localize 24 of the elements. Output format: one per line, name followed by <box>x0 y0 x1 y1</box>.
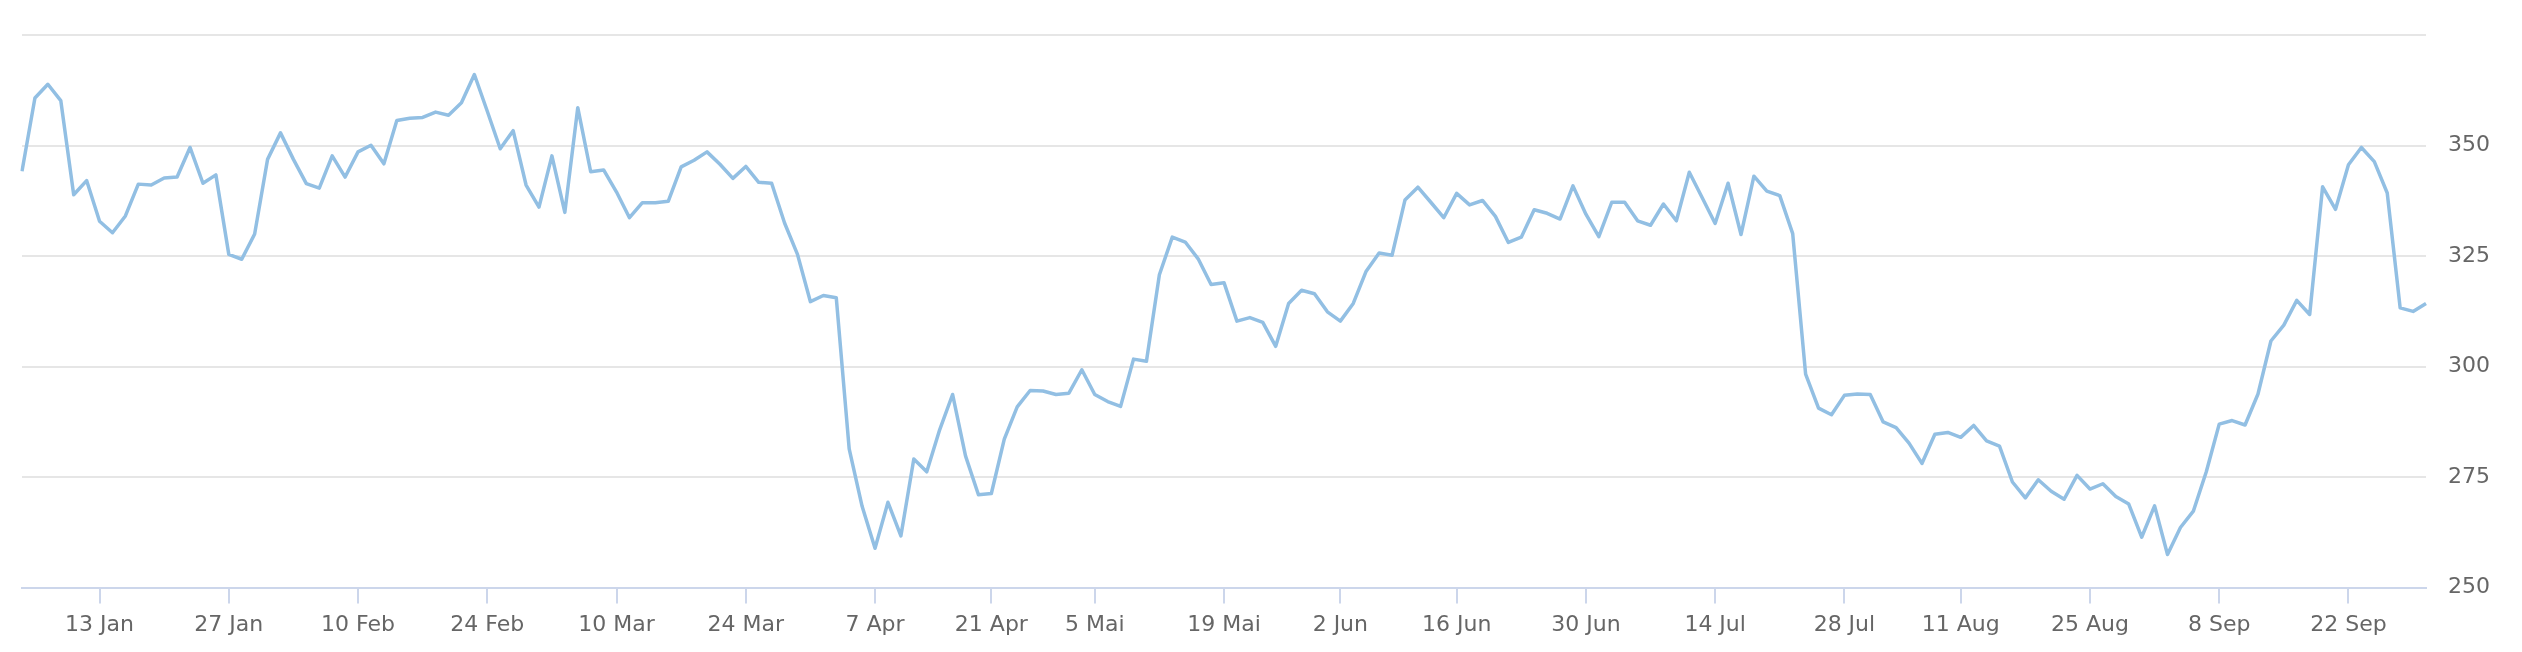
x-tick-label: 30 Jun <box>1551 610 1621 636</box>
x-tick-label: 24 Feb <box>450 610 525 636</box>
x-tick-label: 8 Sep <box>2187 610 2251 636</box>
y-tick-label: 300 <box>2448 352 2491 378</box>
x-tick-label: 19 Mai <box>1187 610 1261 636</box>
x-tick-label: 25 Aug <box>2050 610 2129 636</box>
x-tick-label: 28 Jul <box>1813 610 1876 636</box>
x-tick-label: 10 Feb <box>321 610 396 636</box>
x-tick-label: 13 Jan <box>65 610 134 636</box>
x-tick-label: 14 Jul <box>1684 610 1746 636</box>
y-tick-label: 250 <box>2448 573 2491 599</box>
y-tick-label: 325 <box>2448 241 2491 267</box>
x-tick-label: 27 Jan <box>194 610 264 636</box>
x-tick-label: 24 Mar <box>707 610 785 636</box>
x-tick-label: 16 Jun <box>1421 610 1492 636</box>
y-tick-label: 275 <box>2448 462 2491 488</box>
x-tick-label: 21 Apr <box>954 610 1029 636</box>
x-tick-label: 10 Mar <box>578 610 656 636</box>
y-tick-label: 350 <box>2448 131 2491 157</box>
x-tick-label: 5 Mai <box>1064 610 1125 636</box>
x-tick-label: 2 Jun <box>1312 610 1369 636</box>
x-tick-label: 7 Apr <box>845 610 906 636</box>
x-tick-label: 11 Aug <box>1921 610 2000 636</box>
x-tick-label: 22 Sep <box>2310 610 2387 636</box>
